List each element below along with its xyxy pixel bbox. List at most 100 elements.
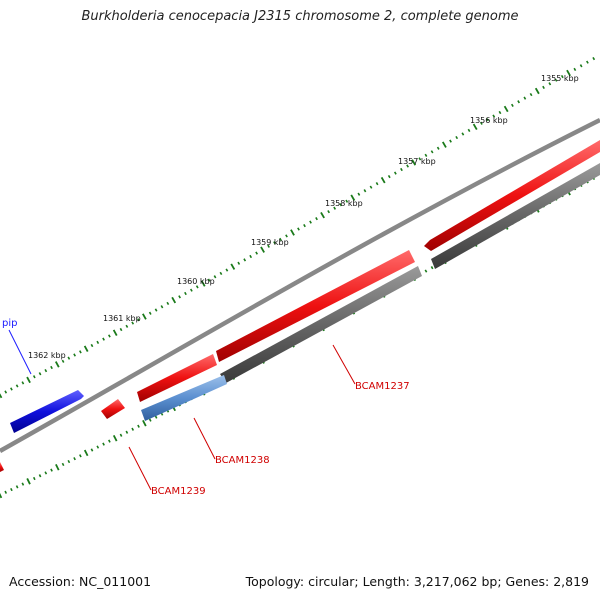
outer-tick-minor <box>131 321 135 325</box>
outer-tick-major <box>472 123 478 131</box>
inner-tick-minor <box>61 462 65 467</box>
leader-BCAM1238 <box>193 417 216 460</box>
outer-tick-minor <box>195 285 199 289</box>
outer-tick-minor <box>309 220 312 224</box>
outer-tick-minor <box>315 217 318 221</box>
gene-pip-reverse[interactable] <box>10 390 84 433</box>
outer-tick-minor <box>363 189 367 193</box>
inner-tick-minor <box>44 471 48 475</box>
outer-tick-major <box>534 87 540 95</box>
outer-tick-minor <box>21 381 25 385</box>
outer-tick-minor <box>15 384 19 388</box>
inner-tick-minor <box>21 482 25 486</box>
forward-strand-track <box>101 140 600 419</box>
genome-summary-text: Topology: circular; Length: 3,217,062 bp… <box>245 574 589 589</box>
inner-tick-minor <box>154 415 158 419</box>
outer-tick-minor <box>498 110 502 115</box>
gene-partial-left[interactable] <box>0 462 4 472</box>
outer-tick-major <box>0 393 3 399</box>
outer-tick-minor <box>225 268 229 272</box>
outer-tick-minor <box>160 305 164 309</box>
outer-tick-major <box>230 263 236 270</box>
outer-tick-major <box>441 141 447 148</box>
inner-tick-major <box>55 464 60 471</box>
gene-BCAM1236-forward[interactable] <box>424 140 600 251</box>
gene-BCAM1239-forward[interactable] <box>101 399 125 419</box>
leader-BCAM1239 <box>128 446 152 491</box>
outer-tick-major <box>26 376 31 384</box>
inner-tick-major <box>83 449 89 457</box>
outer-tick-minor <box>90 343 94 348</box>
outer-tick-major <box>290 229 295 236</box>
gene-label-BCAM1237[interactable]: BCAM1237 <box>355 381 410 392</box>
outer-tick-minor <box>461 132 465 136</box>
outer-tick-minor <box>554 78 558 82</box>
gene-label-pip[interactable]: pip <box>2 318 17 329</box>
outer-tick-minor <box>327 210 331 214</box>
genome-backbone <box>0 117 600 453</box>
cds-BCAM1237[interactable] <box>220 266 422 383</box>
gene-label-BCAM1238[interactable]: BCAM1238 <box>215 455 270 466</box>
outer-tick-minor <box>339 203 343 207</box>
tick-label: 1358 kbp <box>325 199 363 208</box>
outer-tick-minor <box>418 157 422 161</box>
outer-tick-minor <box>529 92 533 97</box>
gene-BCAM1237-forward[interactable] <box>216 250 415 362</box>
outer-tick-minor <box>32 375 36 379</box>
inner-tick-minor <box>67 459 71 464</box>
outer-tick-minor <box>243 258 247 262</box>
outer-tick-minor <box>237 261 241 265</box>
tick-label: 1355 kbp <box>541 74 579 83</box>
outer-tick-minor <box>297 227 300 231</box>
outer-tick-minor <box>255 251 258 255</box>
inner-tick-minor <box>430 266 434 270</box>
outer-tick-minor <box>486 118 489 122</box>
inner-tick-minor <box>38 474 42 478</box>
tick-label: 1357 kbp <box>398 157 436 166</box>
outer-tick-minor <box>67 356 71 360</box>
gene-label-BCAM1239[interactable]: BCAM1239 <box>151 486 206 497</box>
inner-tick-major <box>0 492 3 499</box>
outer-tick-minor <box>137 318 140 322</box>
inner-tick-minor <box>4 490 8 494</box>
inner-tick-minor <box>424 269 428 273</box>
gene-leader-lines <box>8 329 356 491</box>
inner-tick-minor <box>96 445 100 449</box>
leader-pip <box>8 329 32 375</box>
outer-tick-minor <box>148 311 152 315</box>
outer-tick-minor <box>102 337 105 341</box>
outer-tick-minor <box>303 223 306 228</box>
outer-tick-minor <box>375 182 379 186</box>
tick-label: 1359 kbp <box>251 238 289 247</box>
outer-tick-minor <box>279 237 282 242</box>
outer-tick-minor <box>573 67 577 72</box>
outer-tick-minor <box>219 271 223 276</box>
outer-tick-minor <box>467 128 471 133</box>
outer-tick-minor <box>592 56 596 61</box>
outer-tick-major <box>142 313 147 320</box>
cds-BCAM1236[interactable] <box>431 163 600 269</box>
outer-tick-minor <box>184 291 187 296</box>
inner-tick-minor <box>50 468 53 472</box>
inner-tick-minor <box>10 487 13 492</box>
gene-labels: BCAM1237 BCAM1238 BCAM1239 pip <box>2 318 410 497</box>
cds-BCAM1238-highlight[interactable] <box>141 375 227 421</box>
outer-tick-minor <box>166 301 170 306</box>
outer-tick-major <box>350 194 356 201</box>
inner-tick-minor <box>15 485 19 489</box>
inner-tick-major <box>142 419 147 427</box>
inner-tick-minor <box>79 454 82 458</box>
outer-tick-minor <box>4 390 8 394</box>
outer-tick-minor <box>406 164 409 168</box>
tick-label: 1362 kbp <box>28 351 66 360</box>
inner-tick-minor <box>102 442 105 446</box>
outer-tick-minor <box>430 150 434 154</box>
tick-label: 1361 kbp <box>103 314 141 323</box>
outer-tick-minor <box>44 369 48 373</box>
outer-tick-major <box>380 176 386 184</box>
outer-tick-minor <box>424 153 428 157</box>
gene-BCAM1238-forward[interactable] <box>137 354 217 402</box>
outer-tick-major <box>411 159 417 166</box>
